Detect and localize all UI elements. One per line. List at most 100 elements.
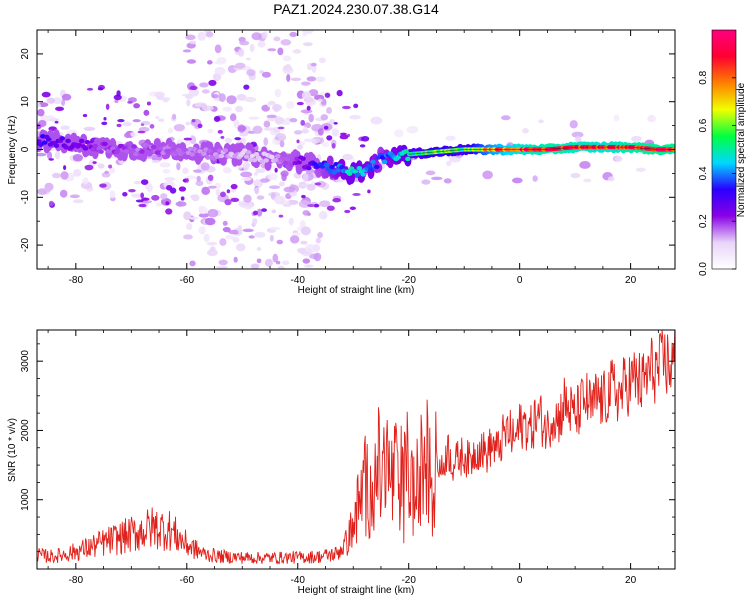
speckle-blob — [614, 155, 623, 162]
ridge-core — [158, 146, 165, 151]
snr-panel: -80 -60 -40 -20 0 20 1000 2000 3000 Height of s… — [7, 329, 676, 596]
speckle-blob — [370, 116, 383, 125]
speckle-blob — [288, 217, 294, 226]
speckle-blob — [182, 49, 192, 53]
speckle-blob — [97, 163, 105, 169]
ridge-core — [245, 150, 252, 155]
spectrogram-ylabel: Frequency (Hz) — [7, 116, 18, 185]
speckle-blob — [303, 30, 314, 35]
speckle-blob — [276, 239, 284, 245]
speckle-blob — [226, 95, 237, 105]
speckle-blob — [314, 182, 322, 186]
speckle-blob — [252, 218, 258, 225]
speckle-blob — [324, 92, 331, 98]
speckle-blob — [256, 247, 262, 251]
speckle-blob — [294, 130, 303, 135]
speckle-blob — [339, 134, 349, 140]
ridge-core — [168, 142, 174, 148]
ridge-core — [131, 144, 137, 149]
colorbar-tick-label: 0.2 — [698, 214, 709, 228]
ridge-line — [408, 146, 675, 155]
speckle-blob — [253, 210, 258, 216]
speckle-blob — [319, 200, 331, 208]
speckle-blob — [59, 189, 68, 198]
ridge-core — [123, 149, 130, 154]
speckle-blob — [108, 164, 113, 169]
speckle-blob — [73, 168, 82, 177]
speckle-blob — [421, 179, 431, 185]
speckle-blob — [183, 137, 193, 141]
speckle-blob — [207, 174, 214, 181]
speckle-blob — [304, 264, 314, 268]
speckle-blob — [143, 109, 150, 116]
speckle-blob — [189, 216, 199, 220]
speckle-blob — [443, 178, 452, 184]
x-tick-label: -80 — [69, 275, 84, 286]
y-tick-label: 10 — [20, 96, 31, 108]
speckle-blob — [167, 127, 174, 134]
speckle-blob — [237, 224, 243, 234]
speckle-blob — [352, 193, 361, 196]
speckle-blob — [570, 172, 581, 179]
speckle-blob — [301, 91, 312, 101]
ridge-core — [269, 154, 275, 160]
speckle-blob — [242, 161, 251, 168]
speckle-blob — [302, 173, 309, 183]
speckle-blob — [326, 205, 335, 211]
speckle-blob — [253, 171, 259, 176]
speckle-blob — [116, 123, 122, 128]
speckle-blob — [269, 226, 281, 231]
speckle-blob — [306, 212, 312, 216]
speckle-blob — [159, 162, 171, 168]
speckle-blob — [274, 167, 278, 173]
speckle-blob — [317, 98, 323, 103]
speckle-blob — [326, 106, 332, 114]
speckle-blob — [178, 186, 187, 192]
speckle-blob — [318, 57, 326, 64]
speckle-blob — [321, 141, 330, 148]
speckle-blob — [317, 231, 323, 239]
ridge-core — [395, 155, 401, 160]
speckle-blob — [297, 248, 307, 254]
speckle-blob — [129, 132, 138, 137]
ridge-core — [356, 165, 363, 171]
ridge-core — [222, 148, 229, 153]
y-tick-label: 1000 — [20, 488, 31, 511]
speckle-blob — [290, 77, 302, 82]
snr-line — [37, 330, 675, 565]
x-tick-label: 0 — [517, 575, 523, 586]
speckle-blob — [171, 113, 177, 120]
speckle-blob — [583, 178, 592, 183]
speckle-blob — [92, 161, 97, 164]
speckle-blob — [218, 93, 226, 103]
ridge-core — [360, 172, 367, 177]
speckle-blob — [128, 189, 136, 193]
speckle-blob — [226, 189, 231, 194]
speckle-blob — [186, 99, 191, 107]
ridge-core — [306, 165, 312, 171]
speckle-blob — [52, 97, 63, 105]
speckle-blob — [155, 115, 160, 120]
speckle-blob — [47, 115, 55, 120]
speckle-blob — [306, 76, 317, 82]
speckle-blob — [37, 108, 45, 117]
speckle-blob — [522, 128, 529, 134]
speckle-blob — [140, 179, 149, 185]
speckle-blob — [138, 203, 147, 208]
speckle-blob — [237, 48, 245, 57]
speckle-blob — [104, 170, 109, 174]
x-tick-label: 0 — [517, 275, 523, 286]
speckle-blob — [274, 88, 282, 98]
speckle-blob — [359, 144, 366, 148]
y-tick-label: 20 — [20, 48, 31, 60]
ridge-core — [370, 159, 376, 165]
ridge-core — [381, 159, 388, 165]
speckle-blob — [117, 118, 125, 123]
speckle-blob — [200, 162, 210, 171]
speckle-blob — [60, 171, 69, 180]
speckle-blob — [61, 93, 72, 101]
speckle-blob — [37, 103, 41, 108]
speckle-blob — [271, 104, 283, 111]
speckle-blob — [318, 210, 328, 220]
